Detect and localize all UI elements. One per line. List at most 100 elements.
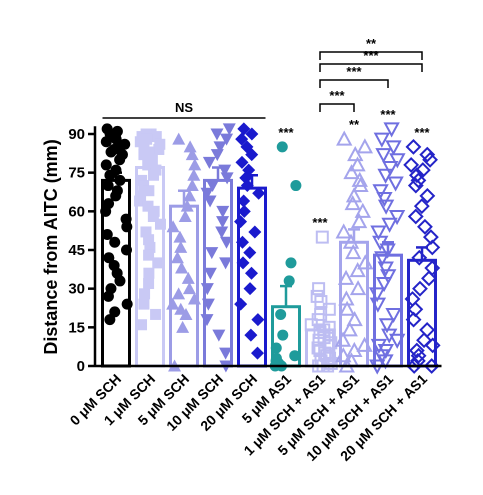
data-point bbox=[276, 141, 288, 153]
data-point bbox=[424, 337, 441, 354]
data-point bbox=[388, 209, 406, 226]
data-point bbox=[346, 311, 363, 327]
data-point bbox=[405, 311, 422, 328]
data-point bbox=[216, 216, 230, 229]
data-point bbox=[377, 199, 395, 215]
data-point bbox=[188, 158, 202, 171]
data-point bbox=[407, 208, 424, 225]
data-point bbox=[385, 307, 402, 324]
data-point bbox=[201, 298, 215, 311]
data-point bbox=[140, 226, 152, 238]
data-point bbox=[237, 194, 251, 208]
data-point bbox=[373, 132, 391, 148]
data-point bbox=[121, 298, 133, 310]
data-point bbox=[237, 204, 251, 218]
data-point bbox=[104, 314, 116, 326]
data-point bbox=[153, 143, 165, 155]
data-point bbox=[200, 187, 214, 200]
data-point bbox=[105, 146, 117, 158]
data-point bbox=[349, 280, 367, 296]
data-point bbox=[354, 202, 371, 218]
data-point bbox=[143, 249, 155, 261]
data-point bbox=[376, 191, 393, 208]
comparison-bracket bbox=[319, 79, 389, 88]
data-point bbox=[240, 179, 254, 193]
data-point bbox=[336, 130, 353, 146]
data-point bbox=[183, 140, 197, 153]
data-point bbox=[110, 190, 122, 202]
data-point bbox=[275, 308, 287, 320]
data-point bbox=[250, 346, 264, 360]
data-point bbox=[200, 314, 214, 327]
y-tick-label: 60 bbox=[68, 203, 85, 220]
y-tick-label: 75 bbox=[68, 165, 85, 182]
data-point bbox=[143, 278, 155, 290]
data-point bbox=[351, 171, 368, 187]
data-point bbox=[370, 225, 387, 241]
significance-label: ** bbox=[349, 117, 360, 132]
data-point bbox=[152, 257, 164, 269]
error-bars-layer bbox=[110, 158, 428, 330]
data-point bbox=[210, 128, 224, 141]
data-point bbox=[368, 287, 386, 303]
data-point bbox=[134, 195, 146, 207]
data-point bbox=[143, 185, 155, 197]
data-point bbox=[235, 235, 249, 249]
data-point bbox=[378, 318, 396, 334]
comparison-label: ** bbox=[366, 36, 377, 51]
data-point bbox=[251, 313, 265, 327]
data-point bbox=[210, 149, 224, 162]
data-point bbox=[234, 215, 248, 229]
data-point bbox=[383, 122, 400, 138]
data-point bbox=[220, 236, 234, 249]
data-point bbox=[235, 155, 249, 169]
data-point bbox=[182, 282, 196, 295]
data-point bbox=[179, 307, 193, 320]
data-point bbox=[150, 308, 162, 320]
data-point bbox=[345, 243, 362, 260]
data-point bbox=[337, 269, 355, 285]
data-point bbox=[175, 261, 189, 274]
data-point bbox=[409, 167, 425, 184]
data-point bbox=[243, 282, 257, 296]
data-point bbox=[141, 133, 153, 145]
data-point bbox=[166, 220, 180, 233]
data-point bbox=[148, 169, 160, 181]
data-point bbox=[335, 223, 352, 239]
data-point bbox=[411, 249, 428, 266]
data-point bbox=[314, 295, 328, 309]
comparison-bracket bbox=[319, 103, 355, 112]
data-point bbox=[102, 180, 114, 192]
data-point bbox=[416, 332, 432, 349]
data-point bbox=[244, 266, 258, 280]
data-point bbox=[144, 241, 156, 253]
data-point bbox=[154, 218, 166, 230]
data-point bbox=[100, 136, 112, 148]
data-point bbox=[200, 283, 214, 296]
data-point bbox=[377, 261, 394, 277]
data-point bbox=[410, 347, 427, 364]
data-point bbox=[315, 230, 329, 244]
significance-label: *** bbox=[414, 125, 430, 140]
data-point bbox=[178, 209, 192, 222]
data-point bbox=[270, 342, 282, 354]
data-point bbox=[121, 221, 133, 233]
data-point bbox=[205, 247, 219, 260]
data-point bbox=[114, 275, 126, 287]
y-tick-label: 45 bbox=[68, 242, 85, 259]
data-point bbox=[352, 176, 369, 193]
data-point bbox=[283, 275, 295, 287]
data-point bbox=[185, 179, 199, 192]
data-point bbox=[185, 148, 199, 161]
data-point bbox=[170, 251, 184, 264]
data-point bbox=[206, 180, 220, 193]
data-point bbox=[166, 297, 180, 310]
data-point bbox=[356, 138, 374, 154]
data-point bbox=[419, 187, 436, 204]
data-point bbox=[423, 358, 440, 374]
data-point bbox=[248, 225, 262, 239]
significance-label: *** bbox=[380, 107, 396, 122]
data-point bbox=[183, 189, 197, 202]
data-point bbox=[408, 342, 425, 359]
